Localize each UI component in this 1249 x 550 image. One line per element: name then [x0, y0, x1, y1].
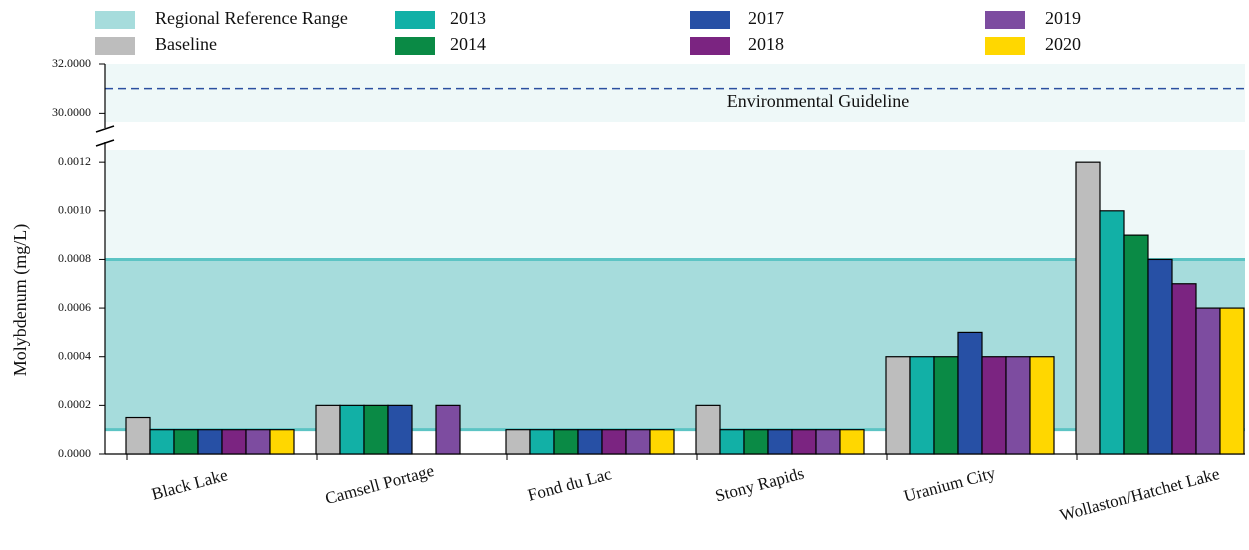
- bar: [815, 429, 841, 455]
- legend-label: 2020: [1045, 34, 1081, 54]
- legend-label: 2018: [748, 34, 784, 54]
- plot-background: [105, 150, 1245, 260]
- bar: [363, 404, 389, 455]
- legend-swatch: [395, 11, 435, 29]
- legend-swatch: [95, 11, 135, 29]
- y-tick-label: 0.0004: [58, 348, 91, 362]
- axis-break: [95, 139, 115, 147]
- bar: [269, 429, 295, 455]
- bar: [719, 429, 745, 455]
- bar: [505, 429, 531, 455]
- axis-break: [95, 125, 115, 133]
- bar: [149, 429, 175, 455]
- legend-label: Regional Reference Range: [155, 8, 348, 28]
- x-tick-label: Stony Rapids: [713, 463, 806, 505]
- y-tick-label: 30.0000: [52, 105, 91, 119]
- bar: [1171, 283, 1197, 455]
- x-tick-label: Black Lake: [150, 465, 230, 504]
- bar: [957, 331, 983, 455]
- y-tick-label: 0.0012: [58, 154, 91, 168]
- y-tick-label: 0.0006: [58, 300, 91, 314]
- bar: [649, 429, 675, 455]
- x-tick-label: Camsell Portage: [323, 461, 436, 508]
- legend-swatch: [690, 37, 730, 55]
- bar: [173, 429, 199, 455]
- legend-swatch: [985, 11, 1025, 29]
- bar: [791, 429, 817, 455]
- y-axis-label: Molybdenum (mg/L): [10, 224, 31, 376]
- bar: [981, 356, 1007, 455]
- x-tick-label: Wollaston/Hatchet Lake: [1058, 464, 1222, 525]
- bar: [625, 429, 651, 455]
- legend-swatch: [95, 37, 135, 55]
- legend-label: Baseline: [155, 34, 217, 54]
- y-tick-label: 0.0000: [58, 446, 91, 460]
- bar: [767, 429, 793, 455]
- y-tick-label: 32.0000: [52, 56, 91, 70]
- legend-swatch: [395, 37, 435, 55]
- bar: [1075, 161, 1101, 455]
- bar: [743, 429, 769, 455]
- bar: [933, 356, 959, 455]
- bar: [1005, 356, 1031, 455]
- bar: [1147, 258, 1173, 455]
- guideline-label: Environmental Guideline: [727, 91, 909, 111]
- bar: [577, 429, 603, 455]
- bar: [221, 429, 247, 455]
- bar: [885, 356, 911, 455]
- x-tick-label: Fond du Lac: [526, 464, 614, 505]
- bar: [125, 416, 151, 455]
- bar: [1029, 356, 1055, 455]
- bar: [695, 404, 721, 455]
- y-tick-label: 0.0002: [58, 397, 91, 411]
- y-tick-label: 0.0008: [58, 251, 91, 265]
- legend-swatch: [690, 11, 730, 29]
- legend-label: 2019: [1045, 8, 1081, 28]
- legend-label: 2014: [450, 34, 486, 54]
- plot-background: [105, 64, 1245, 122]
- bar: [1099, 210, 1125, 455]
- bar: [909, 356, 935, 455]
- legend-label: 2017: [748, 8, 784, 28]
- bar: [315, 404, 341, 455]
- legend-swatch: [985, 37, 1025, 55]
- reference-range: [105, 259, 1245, 430]
- bar: [245, 429, 271, 455]
- bar: [529, 429, 555, 455]
- legend-label: 2013: [450, 8, 486, 28]
- bar: [1123, 234, 1149, 455]
- bar: [1219, 307, 1245, 455]
- bar: [435, 404, 461, 455]
- bar: [839, 429, 865, 455]
- x-tick-label: Uranium City: [902, 463, 998, 506]
- y-tick-label: 0.0010: [58, 203, 91, 217]
- bar: [553, 429, 579, 455]
- bar: [197, 429, 223, 455]
- bar: [601, 429, 627, 455]
- bar: [339, 404, 365, 455]
- bar: [1195, 307, 1221, 455]
- bar: [387, 404, 413, 455]
